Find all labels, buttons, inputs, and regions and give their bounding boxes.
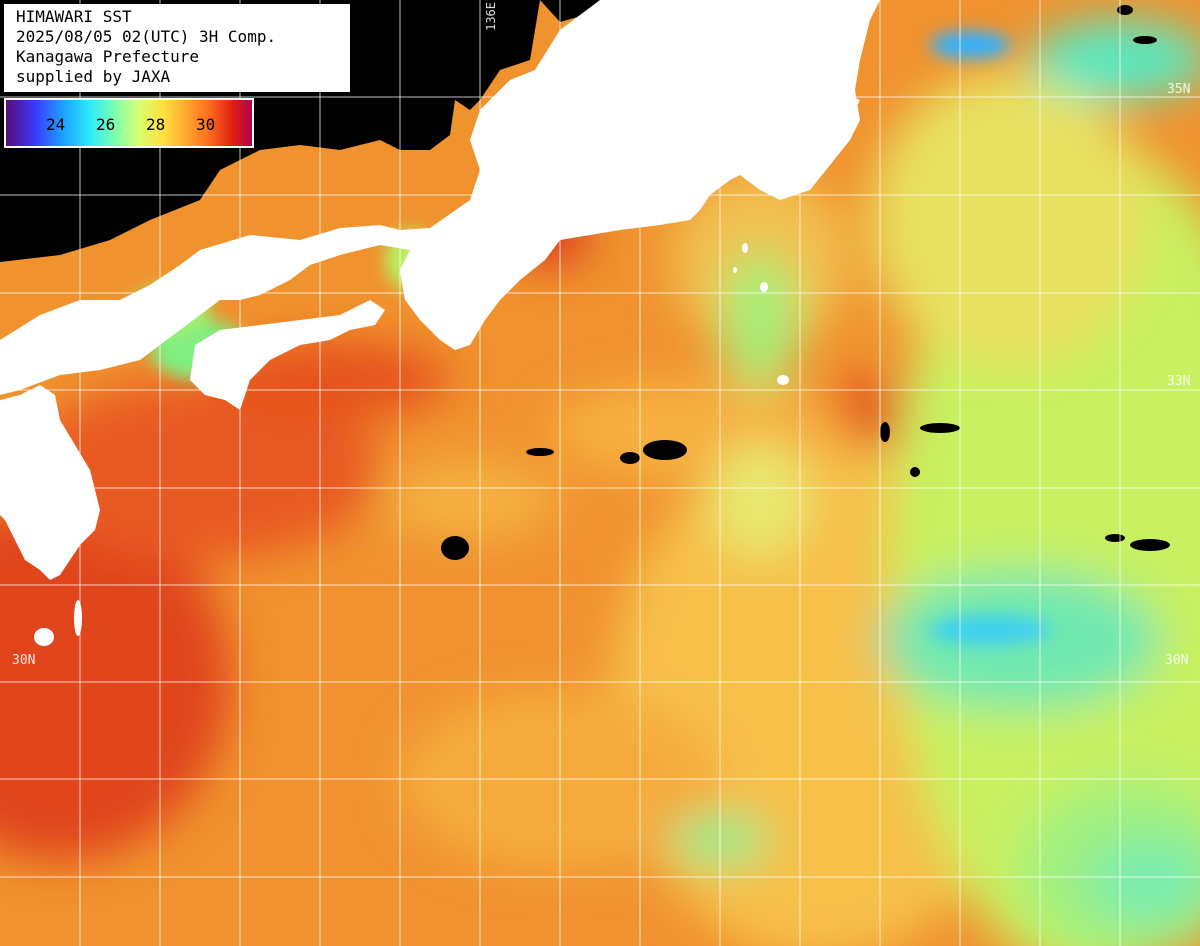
timestamp: 2025/08/05 02(UTC) 3H Comp. [16, 27, 277, 46]
product-title: HIMAWARI SST [16, 7, 132, 26]
lat-label-33n: 33N [1167, 374, 1191, 389]
lat-label-30n-right: 30N [1165, 653, 1189, 668]
legend-label-28: 28 [146, 115, 166, 134]
lat-label-35n: 35N [1167, 82, 1191, 97]
temperature-legend: 24 26 28 30 [4, 98, 254, 148]
lon-label-136e: 136E [484, 2, 498, 31]
legend-label-30: 30 [196, 115, 216, 134]
legend-label-24: 24 [46, 115, 66, 134]
legend-color-bar [6, 100, 252, 146]
lat-label-30n-left: 30N [12, 653, 36, 668]
provider-prefecture: Kanagawa Prefecture [16, 47, 200, 66]
info-box: HIMAWARI SST 2025/08/05 02(UTC) 3H Comp.… [4, 4, 350, 92]
legend-label-26: 26 [96, 115, 116, 134]
data-credit: supplied by JAXA [16, 67, 171, 86]
